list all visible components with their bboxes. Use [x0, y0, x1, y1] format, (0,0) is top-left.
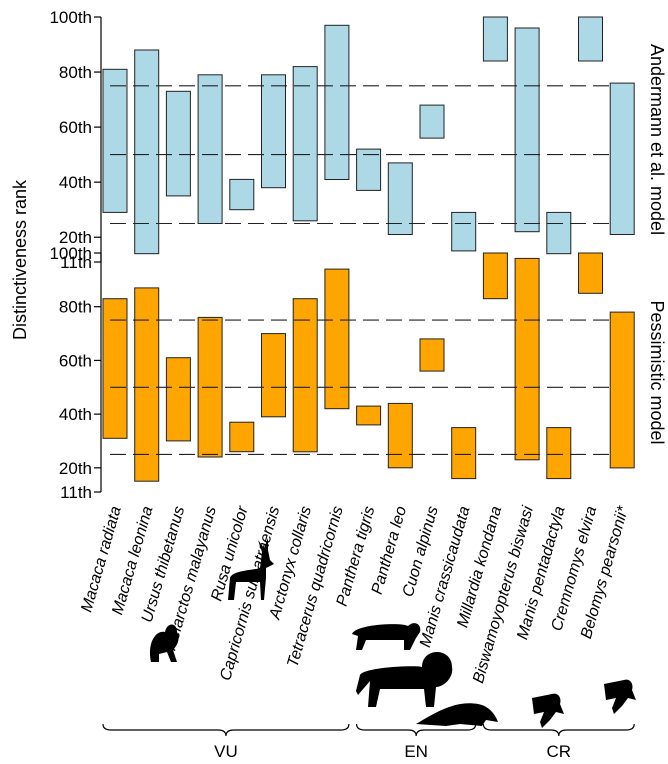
range-bar: [546, 211, 572, 255]
panel-title: Andermann et al. model: [647, 44, 667, 235]
chart-panels: 11th 20th 40th 60th 80th 100th Andermann et al…: [49, 8, 667, 502]
range-bar: [261, 74, 286, 189]
range-bar: [609, 82, 635, 235]
range-bar: [261, 333, 286, 418]
range-bar: [578, 16, 603, 62]
y-tick-label: 80th: [59, 298, 92, 317]
group-brace: [102, 723, 350, 737]
range-bar: [102, 298, 128, 439]
range-bar: [482, 252, 508, 300]
range-bar: [482, 16, 508, 62]
y-tick-label: 60th: [59, 118, 92, 137]
y-tick-label: 20th: [59, 228, 92, 247]
lion-silhouette-icon: [356, 652, 453, 707]
range-bar: [324, 268, 350, 410]
range-bar: [514, 257, 540, 461]
range-bar: [356, 148, 382, 191]
y-tick-label: 40th: [59, 405, 92, 424]
range-bar: [356, 405, 382, 426]
y-tick-label: 100th: [49, 244, 92, 263]
range-bar: [229, 421, 255, 453]
y-tick-label: 20th: [59, 459, 92, 478]
tiger-silhouette-icon: [352, 623, 421, 650]
range-bar: [134, 49, 160, 255]
range-bar: [165, 90, 191, 197]
range-bar: [387, 402, 413, 469]
group-brace: [482, 723, 635, 737]
range-bar: [229, 178, 255, 211]
range-bar: [546, 427, 572, 480]
y-axis-title: Distinctiveness rank: [10, 179, 30, 340]
conservation-groups: VU EN CR: [102, 723, 635, 761]
flying-squirrel-silhouette-icon: [532, 693, 564, 728]
range-bar: [609, 311, 635, 469]
y-tick-label: 11th: [60, 483, 92, 502]
range-bar: [292, 298, 318, 453]
range-bar: [197, 74, 223, 224]
deer-silhouette-icon: [228, 538, 274, 600]
range-bar: [134, 287, 160, 482]
group-label: VU: [214, 742, 238, 761]
flying-squirrel-silhouette-icon: [604, 679, 636, 714]
range-bar: [102, 68, 128, 213]
range-bar: [451, 211, 477, 252]
group-brace: [356, 723, 477, 737]
range-bar: [387, 162, 413, 235]
range-bar: [419, 104, 445, 139]
range-bar: [514, 27, 540, 233]
macaque-silhouette-icon: [149, 624, 179, 662]
y-tick-label: 100th: [49, 8, 92, 27]
panel-title: Pessimistic model: [647, 300, 667, 444]
group-label: CR: [547, 742, 572, 761]
y-tick-label: 60th: [59, 351, 92, 370]
species-icons: [149, 538, 636, 728]
range-bar: [165, 357, 191, 442]
range-bar: [451, 427, 477, 480]
range-bar: [292, 66, 318, 222]
y-tick-label: 80th: [59, 63, 92, 82]
range-bar: [578, 252, 603, 294]
panel: 11th 20th 40th 60th 80th 100th Andermann et al…: [49, 8, 667, 272]
panel: 11th 20th 40th 60th 80th 100th Pessimistic mod…: [49, 244, 667, 502]
range-bar: [324, 24, 350, 180]
range-bar: [419, 338, 445, 372]
y-tick-label: 11th: [60, 253, 92, 272]
y-tick-label: 40th: [59, 173, 92, 192]
pangolin-silhouette-icon: [416, 703, 498, 726]
group-label: EN: [404, 742, 428, 761]
